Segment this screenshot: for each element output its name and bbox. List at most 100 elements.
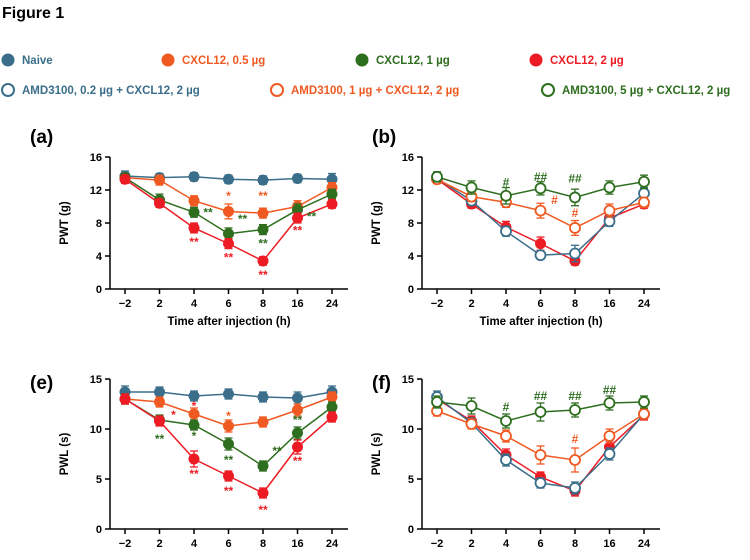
y-tick-label: 0 [408, 284, 414, 296]
y-tick-label: 0 [96, 524, 102, 536]
y-tick-label: 5 [408, 474, 414, 486]
significance-marker: # [572, 432, 579, 446]
data-point [257, 207, 269, 219]
significance-marker: ** [155, 432, 165, 446]
data-point [292, 392, 303, 404]
significance-marker: ** [258, 503, 268, 517]
y-tick-label: 5 [96, 474, 102, 486]
data-point [326, 188, 338, 200]
legend-item-cxcl12-2-g: CXCL12, 2 µg [529, 53, 624, 67]
x-tick-label: 8 [260, 298, 266, 310]
data-point [257, 174, 269, 186]
data-point [223, 388, 234, 400]
x-tick-label: 16 [603, 298, 615, 310]
x-axis-title: Time after injection (h) [167, 316, 290, 328]
significance-marker: ** [189, 235, 199, 249]
y-tick-label: 8 [408, 218, 414, 230]
y-tick-label: 15 [90, 374, 102, 386]
significance-marker: ** [258, 268, 268, 282]
data-point [223, 173, 234, 185]
x-tick-label: −2 [431, 298, 444, 310]
significance-marker: * [226, 409, 231, 423]
data-point [292, 404, 303, 416]
data-point [154, 415, 165, 427]
x-tick-label: 6 [225, 298, 231, 310]
data-point [188, 453, 200, 465]
significance-marker: ## [568, 171, 582, 185]
data-point [500, 189, 512, 202]
data-point [500, 415, 512, 427]
data-point [188, 390, 200, 402]
x-tick-label: 2 [156, 538, 162, 550]
legend: Naive CXCL12, 0.5 µg CXCL12, 1 µg CXCL12, 2… [1, 53, 730, 97]
data-point [500, 225, 512, 238]
data-point [603, 181, 616, 194]
x-axis-title: Time after injection (h) [479, 316, 602, 328]
data-point [188, 195, 200, 207]
x-tick-label: 6 [225, 538, 231, 550]
data-point [154, 197, 165, 209]
data-point [119, 393, 131, 405]
data-point [638, 396, 650, 408]
x-tick-label: 4 [191, 538, 198, 550]
significance-marker: # [572, 206, 579, 220]
data-point [223, 470, 234, 482]
figure-title: Figure 1 [2, 5, 64, 22]
significance-marker: ## [603, 383, 617, 397]
significance-marker: ** [224, 251, 234, 265]
x-tick-label: 16 [603, 538, 615, 550]
data-point [638, 196, 650, 209]
y-axis-title: PWL (s) [59, 433, 71, 476]
legend-marker [1, 53, 15, 67]
series-amd3100-1-g-cxcl12-2-g [431, 405, 650, 473]
x-tick-label: −2 [119, 538, 132, 550]
legend-label: AMD3100, 1 µg + CXCL12, 2 µg [291, 85, 459, 97]
data-point [292, 441, 303, 453]
x-tick-label: 16 [291, 298, 303, 310]
x-tick-label: 24 [638, 538, 651, 550]
data-point [603, 397, 616, 409]
data-point [154, 174, 165, 186]
data-point [292, 427, 303, 439]
x-tick-label: 16 [291, 538, 303, 550]
panel-label: (a) [30, 127, 53, 148]
x-tick-label: 24 [326, 298, 339, 310]
legend-label: CXCL12, 1 µg [376, 55, 450, 67]
data-point [119, 173, 131, 185]
data-point [534, 406, 547, 418]
y-tick-label: 12 [402, 185, 414, 197]
legend-marker [541, 83, 555, 97]
x-tick-label: 24 [326, 538, 339, 550]
data-point [500, 430, 512, 442]
legend-label: CXCL12, 2 µg [550, 55, 624, 67]
legend-item-amd3100-0-2-g-cxcl12-2-g: AMD3100, 0.2 µg + CXCL12, 2 µg [1, 83, 200, 97]
series-amd3100-5-g-cxcl12-2-g [431, 170, 650, 207]
significance-marker: ** [189, 467, 199, 481]
y-axis-title: PWL (s) [371, 433, 383, 476]
data-point [257, 416, 269, 428]
data-point [431, 170, 443, 183]
y-tick-label: 4 [408, 251, 415, 263]
data-point [188, 408, 200, 420]
y-tick-label: 0 [408, 524, 414, 536]
x-tick-label: 4 [503, 298, 510, 310]
significance-marker: ** [272, 444, 282, 458]
y-tick-label: 15 [402, 374, 414, 386]
y-tick-label: 16 [90, 152, 102, 164]
significance-marker: ** [293, 454, 303, 468]
significance-marker: ## [568, 389, 582, 403]
legend-marker [161, 53, 175, 67]
data-point [326, 401, 338, 413]
legend-marker [1, 83, 15, 97]
legend-marker [270, 83, 284, 97]
legend-marker [355, 53, 369, 67]
data-point [465, 400, 478, 412]
data-point [534, 182, 547, 195]
significance-marker: * [192, 399, 197, 413]
data-point [603, 204, 616, 217]
data-point [569, 191, 581, 204]
data-point [534, 449, 547, 461]
